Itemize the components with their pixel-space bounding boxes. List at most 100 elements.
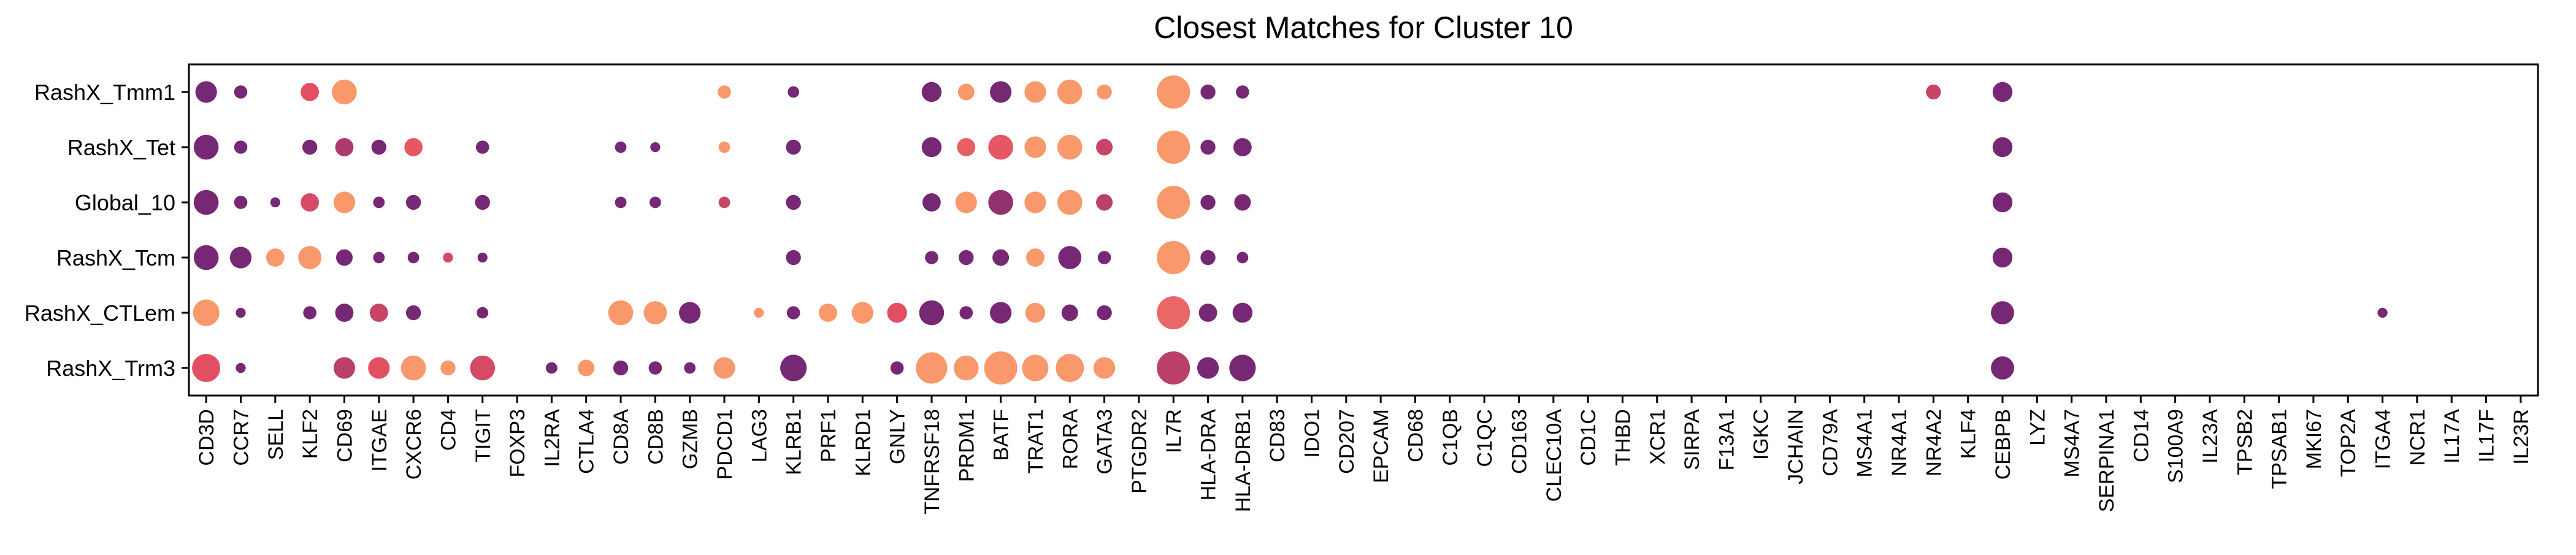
dot-point: [1157, 75, 1190, 109]
dot-point: [718, 85, 731, 99]
dot-point: [1026, 248, 1045, 267]
dot-point: [371, 139, 386, 155]
dot-point: [301, 83, 320, 101]
dot-point: [1025, 302, 1046, 323]
y-tick-label: RashX_CTLem: [25, 300, 175, 326]
dot-point: [332, 79, 357, 105]
dot-point: [1097, 251, 1111, 264]
x-tick-label: CD4: [437, 409, 460, 451]
dot-point: [819, 304, 837, 322]
y-tick-label: RashX_Tet: [67, 135, 175, 160]
dot-point: [786, 250, 801, 266]
dot-point: [1232, 302, 1253, 323]
dot-point: [333, 191, 356, 213]
dot-point: [404, 138, 423, 156]
dot-point: [1057, 79, 1083, 105]
x-tick-label: KLRB1: [783, 409, 806, 475]
dot-point: [302, 139, 318, 155]
x-tick-label: RORA: [1059, 409, 1082, 470]
dot-point: [578, 359, 595, 377]
x-tick-label: CEBPB: [1991, 409, 2015, 480]
dot-point: [333, 357, 356, 379]
dot-point: [234, 85, 248, 99]
x-tick-label: CD1C: [1577, 409, 1600, 466]
x-tick-label: CD8B: [644, 409, 667, 465]
x-tick-label: CCR7: [229, 409, 253, 466]
dot-point: [1198, 304, 1217, 322]
dot-point: [1024, 191, 1046, 213]
dot-point: [229, 247, 252, 269]
dot-point: [1236, 85, 1249, 99]
dot-point: [643, 301, 667, 324]
dot-point: [1197, 357, 1219, 379]
dot-point: [1157, 241, 1190, 274]
dot-point: [684, 362, 696, 374]
x-tick-label: HLA-DRA: [1197, 409, 1221, 501]
dot-point: [990, 81, 1012, 103]
dot-point: [887, 302, 907, 323]
x-tick-label: LAG3: [748, 409, 771, 462]
dot-point: [780, 354, 807, 381]
dot-point: [1093, 357, 1116, 379]
x-tick-label: THBD: [1611, 409, 1635, 466]
dot-point: [1992, 137, 2013, 158]
dot-point: [236, 362, 246, 373]
dot-point: [921, 82, 942, 102]
x-tick-label: MKI67: [2302, 409, 2326, 469]
dot-series: [192, 75, 2388, 385]
dot-point: [1096, 194, 1113, 211]
x-tick-label: GATA3: [1094, 409, 1117, 474]
dot-point: [234, 140, 248, 154]
dot-point: [754, 307, 764, 318]
dot-point: [301, 193, 320, 212]
x-tick-label: TPSAB1: [2268, 409, 2291, 489]
dot-point: [648, 361, 662, 375]
x-tick-label: FOXP3: [506, 409, 529, 477]
dot-point: [234, 196, 248, 209]
dot-point: [192, 354, 221, 382]
dot-point: [236, 307, 246, 318]
x-tick-label: GNLY: [886, 409, 910, 464]
dot-point: [1992, 247, 2013, 268]
x-tick-label: CTLA4: [575, 409, 599, 474]
dot-point: [405, 194, 421, 210]
x-tick-label: CD207: [1335, 409, 1359, 474]
dot-point: [1233, 138, 1252, 156]
dot-point: [1024, 81, 1046, 103]
dot-point: [786, 139, 801, 155]
dot-point: [718, 141, 730, 153]
dot-point: [1097, 84, 1112, 100]
dot-point: [475, 194, 490, 210]
x-tick-label: IL2RA: [540, 409, 564, 467]
x-tick-label: CD68: [1404, 409, 1427, 462]
dot-point: [1057, 189, 1083, 215]
dot-point: [1096, 139, 1113, 156]
dot-point: [407, 251, 420, 264]
dot-point: [369, 304, 388, 322]
dot-point: [1024, 136, 1046, 158]
dot-point: [193, 299, 220, 326]
dot-point: [922, 193, 941, 212]
x-tick-label: TOP2A: [2337, 409, 2360, 477]
dot-point: [1056, 354, 1084, 382]
dot-point: [193, 134, 219, 160]
dot-point: [195, 81, 217, 103]
dot-point: [919, 300, 945, 326]
dot-point: [921, 137, 942, 158]
dot-point: [373, 251, 385, 264]
dot-point: [990, 302, 1012, 324]
x-tick-label: NCR1: [2406, 409, 2429, 466]
dot-point: [718, 196, 730, 209]
x-tick-label: HLA-DRB1: [1232, 409, 1255, 512]
dot-point: [1200, 84, 1216, 100]
x-tick-label: CD163: [1508, 409, 1531, 474]
dot-point: [266, 248, 285, 267]
dot-point: [1058, 246, 1082, 269]
x-tick-label: CD69: [333, 409, 356, 462]
dot-point: [193, 189, 219, 215]
x-tick-label: IDO1: [1301, 409, 1324, 457]
x-tick-label: PDCD1: [713, 409, 737, 480]
x-tick-label: JCHAIN: [1784, 409, 1807, 484]
plot-frame: [188, 63, 2539, 397]
